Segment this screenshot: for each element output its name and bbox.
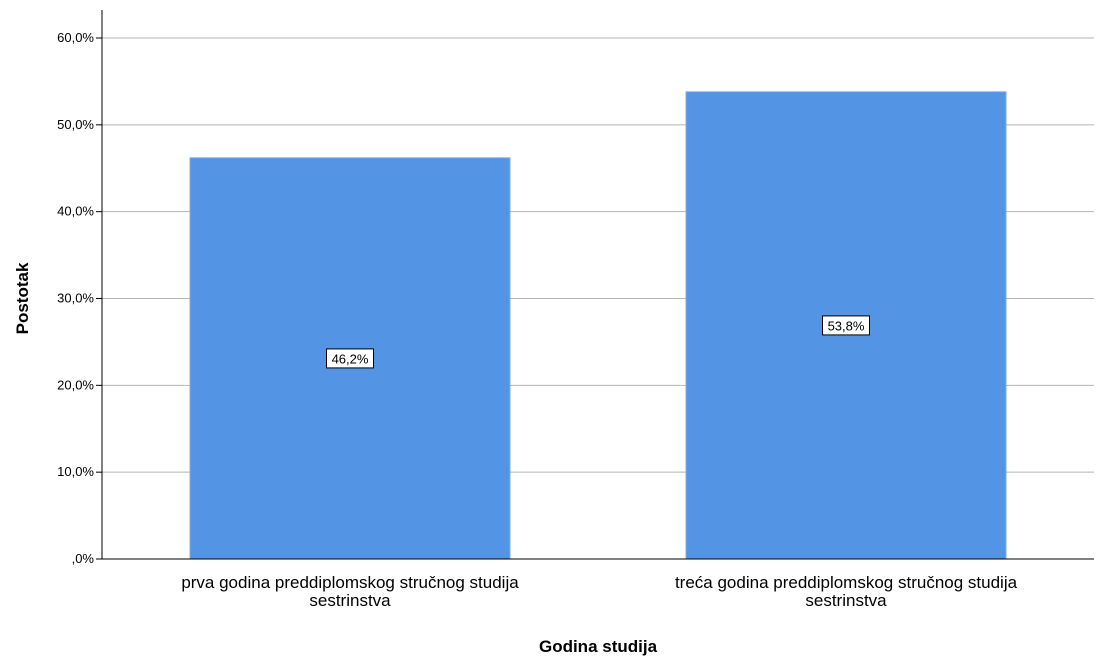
x-category-label: prva godina preddiplomskog stručnog stud… (181, 573, 519, 592)
y-tick-label: 20,0% (57, 377, 94, 392)
y-tick-label: 10,0% (57, 464, 94, 479)
data-labels: 46,2% 53,8% (326, 315, 870, 369)
x-category-label: treća godina preddiplomskog stručnog stu… (675, 573, 1018, 592)
data-label: 46,2% (332, 351, 369, 366)
y-tick-label: ,0% (72, 551, 95, 566)
data-label-box (326, 348, 374, 369)
y-axis-title: Postotak (13, 262, 32, 334)
y-axis-ticks: ,0% 10,0% 20,0% 30,0% 40,0% 50,0% 60,0% (57, 30, 102, 566)
bars (189, 91, 1007, 560)
data-label: 53,8% (828, 318, 865, 333)
y-tick-label: 30,0% (57, 291, 94, 306)
y-tick-label: 40,0% (57, 204, 94, 219)
x-axis-title: Godina studija (539, 637, 658, 656)
x-category-label: sestrinstva (805, 591, 887, 610)
x-axis-category-labels: prva godina preddiplomskog stručnog stud… (181, 573, 1017, 610)
data-label-box (822, 315, 870, 336)
x-category-label: sestrinstva (309, 591, 391, 610)
y-tick-label: 50,0% (57, 117, 94, 132)
y-tick-label: 60,0% (57, 30, 94, 45)
